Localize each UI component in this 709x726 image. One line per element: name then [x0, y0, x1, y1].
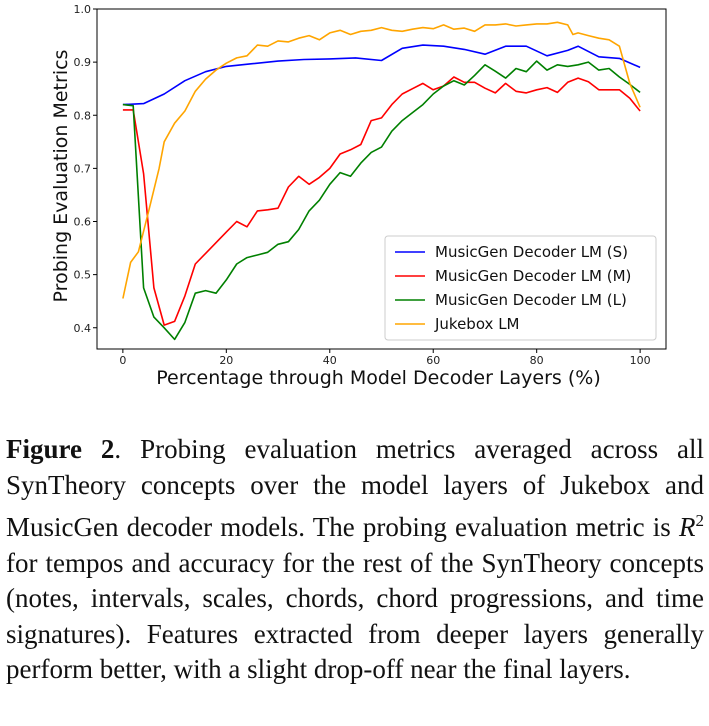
y-tick-label: 0.9 — [74, 56, 92, 69]
chart: 0 20 40 60 80 100 0.4 0.5 0.6 0.7 0.8 0.9 1.0 Percent… — [50, 3, 667, 389]
x-tick-label: 20 — [219, 354, 233, 367]
series-line — [122, 44, 641, 106]
caption-text-before: . Probing evaluation metrics averaged ac… — [6, 434, 704, 542]
plot-frame — [96, 8, 667, 350]
chart-svg: 0 20 40 60 80 100 0.4 0.5 0.6 0.7 0.8 0.9 1.0 Percent… — [50, 3, 667, 389]
y-tick-label: 1.0 — [74, 3, 92, 16]
x-tick-label: 100 — [630, 354, 651, 367]
y-tick-label: 0.7 — [74, 162, 92, 175]
x-tick-label: 80 — [530, 354, 544, 367]
x-tick-label: 0 — [119, 354, 126, 367]
y-tick-label: 0.5 — [74, 269, 92, 282]
legend-label: MusicGen Decoder LM (S) — [435, 243, 628, 261]
caption-text-after: for tempos and accuracy for the rest of … — [6, 547, 704, 685]
series-line — [122, 21, 641, 299]
caption-label: Figure 2 — [6, 434, 115, 464]
series-line — [122, 60, 641, 341]
x-tick-label: 40 — [323, 354, 337, 367]
y-tick-label: 0.8 — [74, 109, 92, 122]
x-axis-label: Percentage through Model Decoder Layers … — [156, 367, 601, 389]
caption-math-base: R — [679, 512, 696, 542]
caption-math-sup: 2 — [695, 511, 705, 530]
series-line — [122, 76, 641, 326]
y-tick-label: 0.6 — [74, 216, 92, 229]
legend-box — [384, 235, 657, 341]
legend-label: MusicGen Decoder LM (L) — [435, 291, 627, 309]
figure-caption: Figure 2. Probing evaluation metrics ave… — [6, 432, 704, 688]
y-tick-label: 0.4 — [74, 322, 92, 335]
y-axis-label: Probing Evaluation Metrics — [50, 50, 72, 303]
x-tick-label: 60 — [426, 354, 440, 367]
legend-label: MusicGen Decoder LM (M) — [435, 267, 631, 285]
legend-label: Jukebox LM — [434, 315, 520, 333]
caption-math: R2 — [679, 511, 705, 542]
